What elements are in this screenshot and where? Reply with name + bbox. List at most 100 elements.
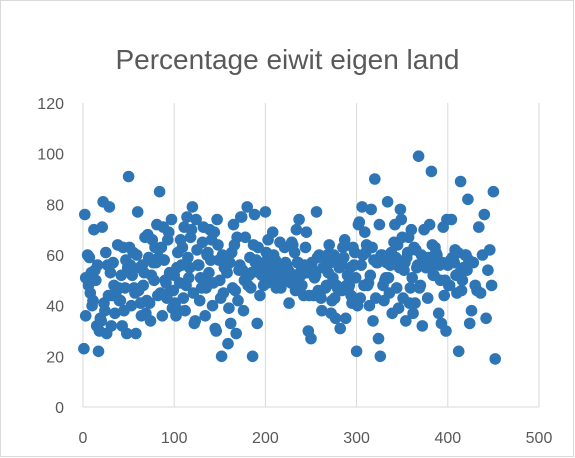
data-point (289, 284, 302, 297)
data-point (242, 279, 254, 292)
data-point (222, 337, 234, 350)
data-point (89, 264, 101, 277)
data-point (223, 302, 235, 315)
data-point (452, 345, 465, 358)
data-point (366, 241, 378, 254)
data-point (290, 223, 303, 236)
data-point (118, 304, 130, 317)
data-point (315, 292, 327, 304)
data-point (167, 284, 180, 297)
data-point (229, 284, 242, 297)
data-point (158, 254, 170, 266)
data-point (149, 241, 161, 254)
data-points (78, 150, 502, 365)
data-point (216, 249, 229, 261)
data-point (237, 304, 250, 317)
data-point (329, 312, 342, 325)
data-point (406, 272, 419, 284)
data-point (248, 208, 261, 221)
data-point (87, 294, 99, 307)
data-point (320, 279, 333, 292)
data-point (372, 332, 385, 345)
x-tick-label: 200 (252, 430, 279, 447)
data-point (151, 218, 163, 231)
data-point (78, 342, 90, 355)
data-point (183, 261, 196, 274)
data-point (100, 246, 112, 259)
data-point (355, 259, 368, 271)
data-point (204, 223, 216, 236)
data-point (156, 310, 169, 322)
y-tick-label: 0 (55, 400, 64, 417)
data-point (351, 299, 364, 312)
data-point (342, 282, 355, 294)
data-point (331, 282, 344, 294)
data-point (224, 317, 237, 330)
data-point (357, 249, 369, 261)
data-point (173, 304, 185, 317)
data-point (463, 317, 476, 330)
data-point (126, 269, 138, 282)
data-point (96, 221, 108, 233)
data-point (153, 185, 166, 198)
data-point (463, 254, 475, 266)
data-point (397, 292, 409, 304)
data-point (487, 185, 500, 198)
data-point (215, 350, 228, 363)
data-point (432, 307, 445, 320)
data-point (423, 218, 436, 231)
data-point (225, 246, 238, 259)
data-point (103, 201, 116, 213)
data-point (162, 234, 174, 246)
data-point (391, 239, 404, 251)
data-point (211, 213, 223, 226)
data-point (143, 297, 156, 309)
data-point (187, 287, 200, 299)
data-point (474, 287, 487, 299)
data-point (462, 193, 474, 206)
data-point (367, 315, 379, 327)
data-point (390, 282, 403, 294)
data-point (83, 251, 96, 264)
data-point (300, 226, 313, 238)
data-point (461, 264, 473, 277)
data-point (227, 218, 240, 231)
data-point (79, 310, 92, 322)
data-point (165, 213, 178, 226)
data-point (132, 284, 145, 297)
data-point (283, 297, 295, 309)
data-point (246, 350, 259, 363)
data-point (202, 246, 214, 259)
data-point (323, 239, 336, 251)
data-point (251, 317, 263, 330)
data-point (209, 322, 221, 335)
data-point (190, 213, 202, 226)
data-point (180, 279, 192, 292)
data-point (401, 251, 413, 264)
data-point (254, 289, 266, 302)
data-point (485, 279, 498, 292)
data-point (374, 350, 387, 363)
data-point (131, 206, 144, 218)
data-point (349, 272, 362, 284)
data-point (185, 223, 198, 236)
data-point (109, 307, 121, 320)
data-point (92, 345, 105, 358)
data-point (302, 325, 315, 337)
data-point (395, 213, 408, 226)
data-point (428, 269, 440, 282)
data-point (230, 327, 242, 340)
y-tick-label: 60 (46, 248, 64, 265)
data-point (123, 241, 136, 254)
data-point (334, 322, 347, 335)
data-point (390, 251, 402, 264)
data-point (140, 307, 152, 320)
data-point (353, 216, 366, 228)
data-point (338, 234, 351, 246)
data-point (293, 213, 305, 226)
data-point (369, 173, 381, 185)
data-point (206, 299, 219, 312)
data-point (182, 251, 194, 264)
data-point (105, 320, 118, 332)
data-point (359, 226, 371, 238)
